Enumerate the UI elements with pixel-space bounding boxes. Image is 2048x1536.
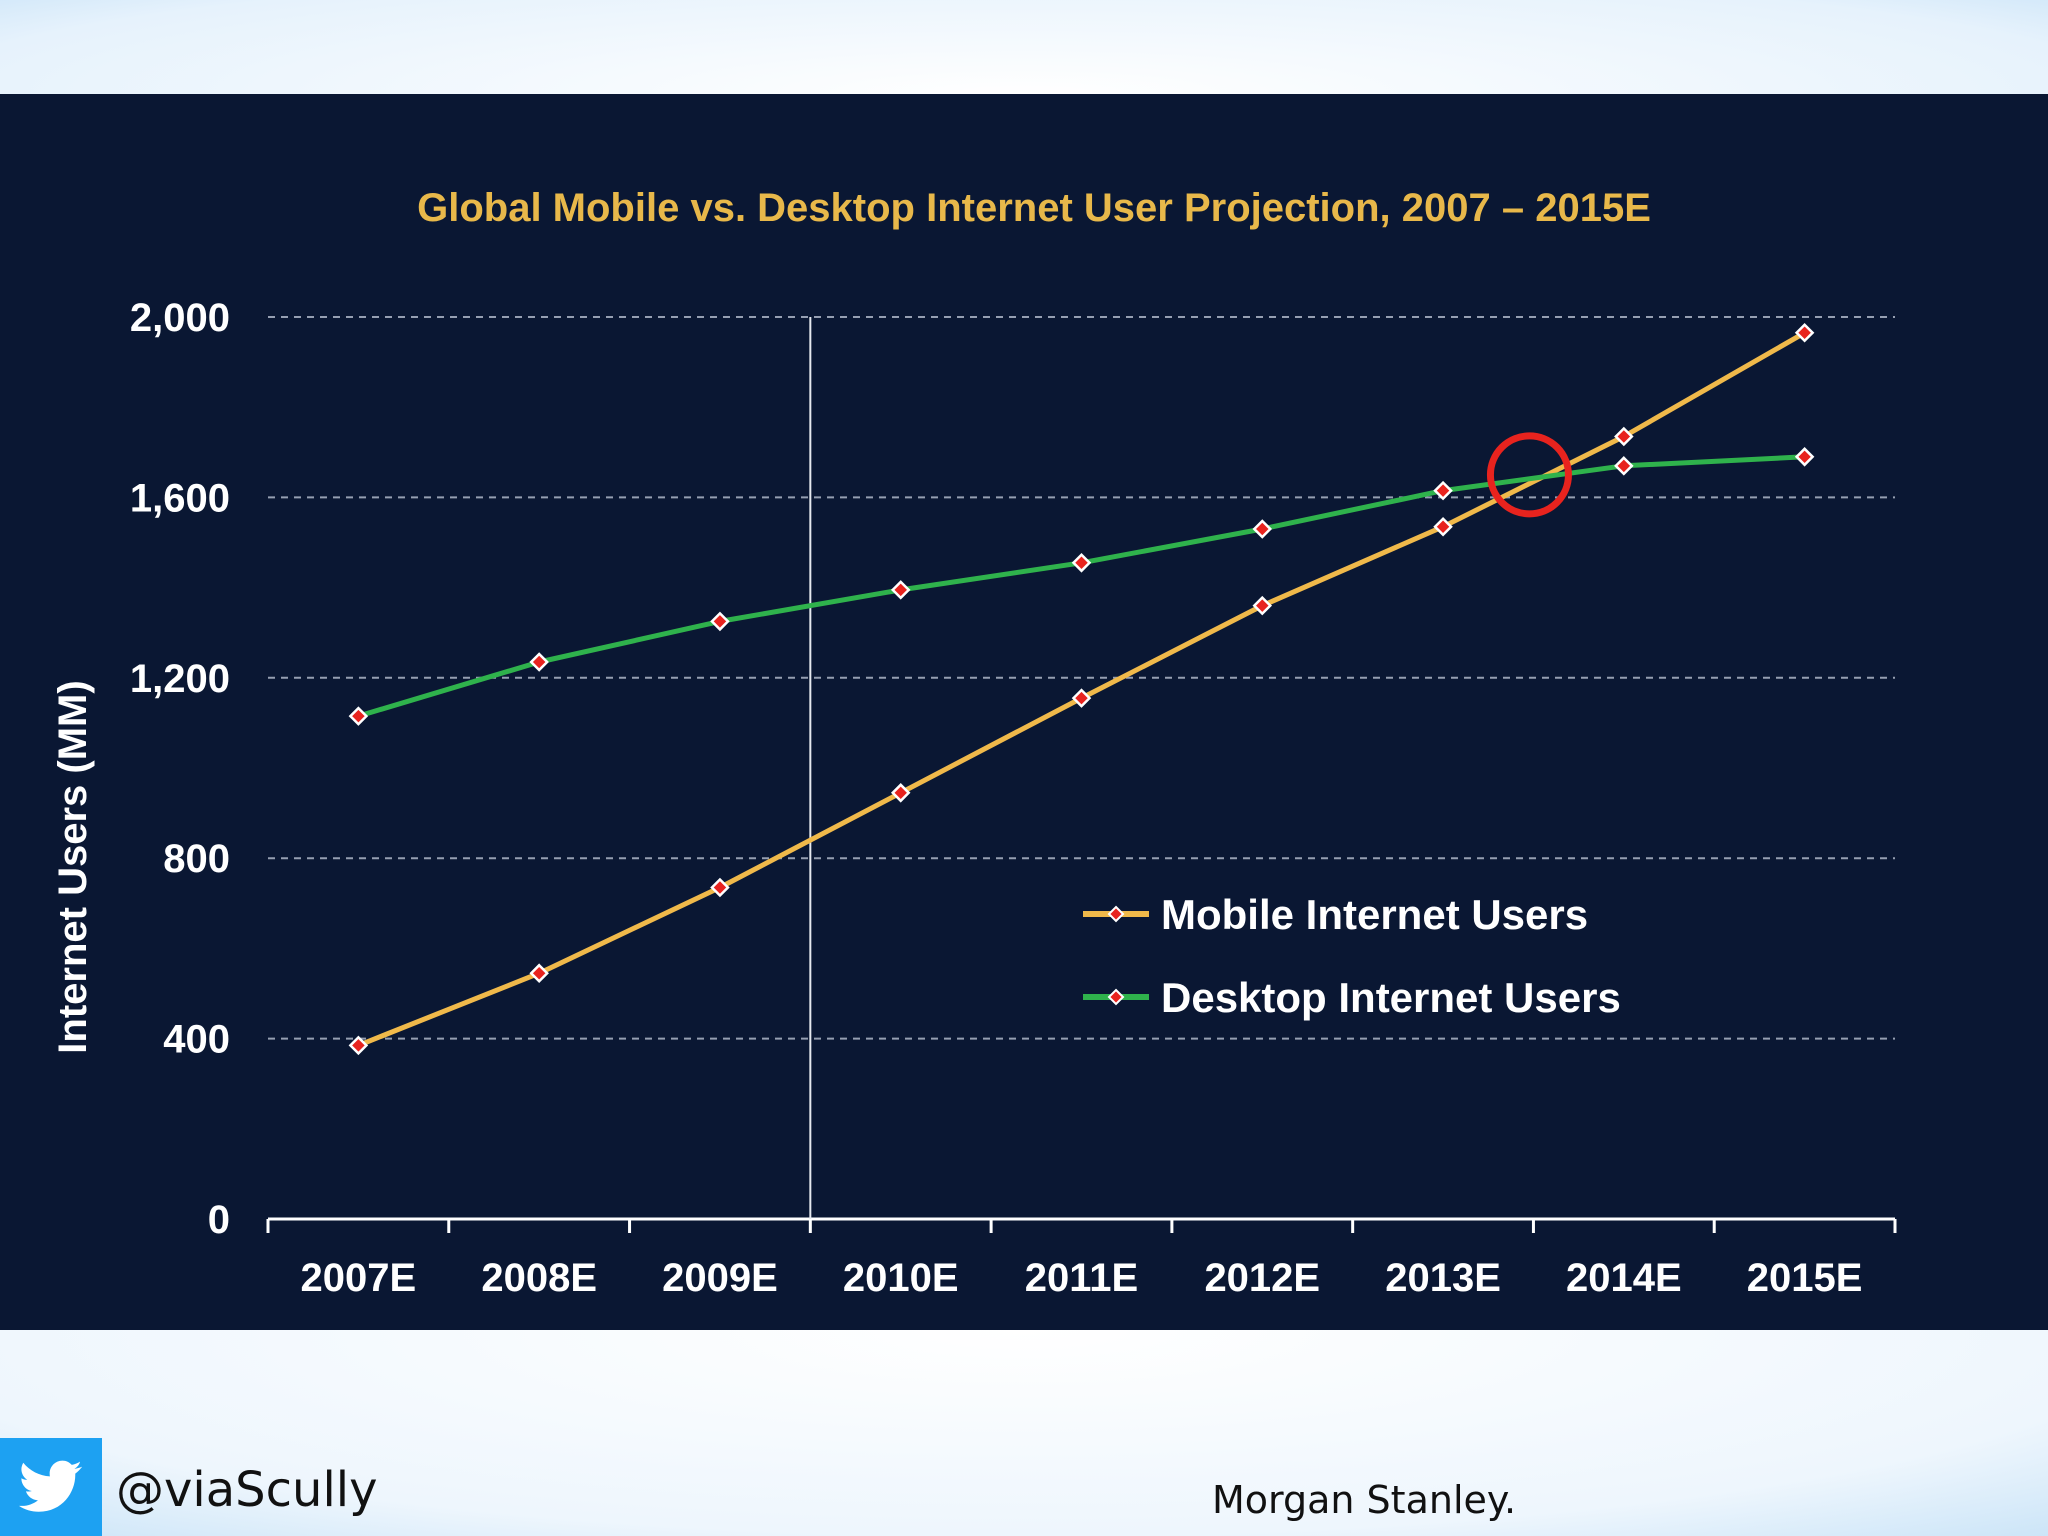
x-tick-label: 2008E: [481, 1256, 597, 1300]
y-tick-label: 400: [163, 1018, 230, 1062]
line-chart: Global Mobile vs. Desktop Internet User …: [51, 186, 1897, 1300]
chart-title: Global Mobile vs. Desktop Internet User …: [417, 186, 1651, 230]
data-point-marker: [1071, 688, 1092, 708]
y-tick-label: 0: [208, 1198, 230, 1242]
legend: Mobile Internet Users Desktop Internet Us…: [1083, 891, 1621, 1021]
data-point-marker: [1252, 595, 1273, 616]
x-tick-label: 2014E: [1566, 1256, 1682, 1300]
data-point-marker: [348, 1035, 369, 1056]
data-point-marker: [529, 652, 549, 672]
series-lines: [348, 323, 1815, 1056]
top-band: [0, 0, 2048, 94]
y-tick-label: 2,000: [130, 296, 230, 340]
data-point-marker: [1433, 480, 1453, 501]
data-point-marker: [710, 611, 730, 632]
chart-panel: Global Mobile vs. Desktop Internet User …: [0, 94, 2048, 1330]
legend-label: Mobile Internet Users: [1161, 891, 1588, 938]
data-point-marker: [529, 963, 549, 983]
x-tick-label: 2007E: [301, 1256, 417, 1300]
grid-lines: [268, 316, 1895, 1040]
data-point-marker: [1614, 426, 1634, 447]
data-point-marker: [1433, 516, 1453, 537]
x-tick-label: 2010E: [843, 1256, 959, 1300]
y-tick-label: 1,600: [130, 476, 230, 520]
twitter-icon-box: [0, 1438, 102, 1536]
y-tick-label: 800: [163, 837, 230, 881]
twitter-bird-icon: [19, 1460, 82, 1512]
crossover-circle: [1486, 432, 1572, 518]
legend-marker: [1107, 905, 1125, 923]
bottom-band: [0, 1330, 2048, 1536]
y-tick-labels: 0 400 800 1,200 1,600 2,000: [130, 296, 230, 1242]
x-tick-label: 2012E: [1204, 1256, 1320, 1300]
x-tick-label: 2013E: [1385, 1256, 1501, 1300]
crossover-highlight: [1486, 432, 1572, 518]
y-tick-label: 1,200: [130, 657, 230, 701]
x-tick-label: 2011E: [1025, 1256, 1138, 1300]
data-point-marker: [1071, 553, 1092, 573]
data-point-marker: [348, 706, 369, 726]
data-point-marker: [1794, 323, 1815, 343]
twitter-handle: @viaScully: [116, 1462, 378, 1518]
x-tick-label: 2015E: [1747, 1256, 1863, 1300]
legend-label: Desktop Internet Users: [1161, 974, 1621, 1021]
data-point-marker: [1252, 519, 1273, 539]
y-axis-label: Internet Users (MM): [51, 680, 95, 1053]
data-point-marker: [890, 580, 911, 600]
data-point-marker: [710, 877, 730, 898]
data-point-marker: [890, 783, 911, 803]
x-axis: 2007E 2008E 2009E 2010E 2011E 2012E 2013E 2014E…: [266, 1217, 1897, 1300]
source-credit: Morgan Stanley.: [1212, 1478, 1517, 1522]
legend-marker: [1107, 988, 1125, 1006]
data-point-marker: [1794, 447, 1815, 467]
x-tick-label: 2009E: [662, 1256, 778, 1300]
data-point-marker: [1614, 456, 1634, 476]
